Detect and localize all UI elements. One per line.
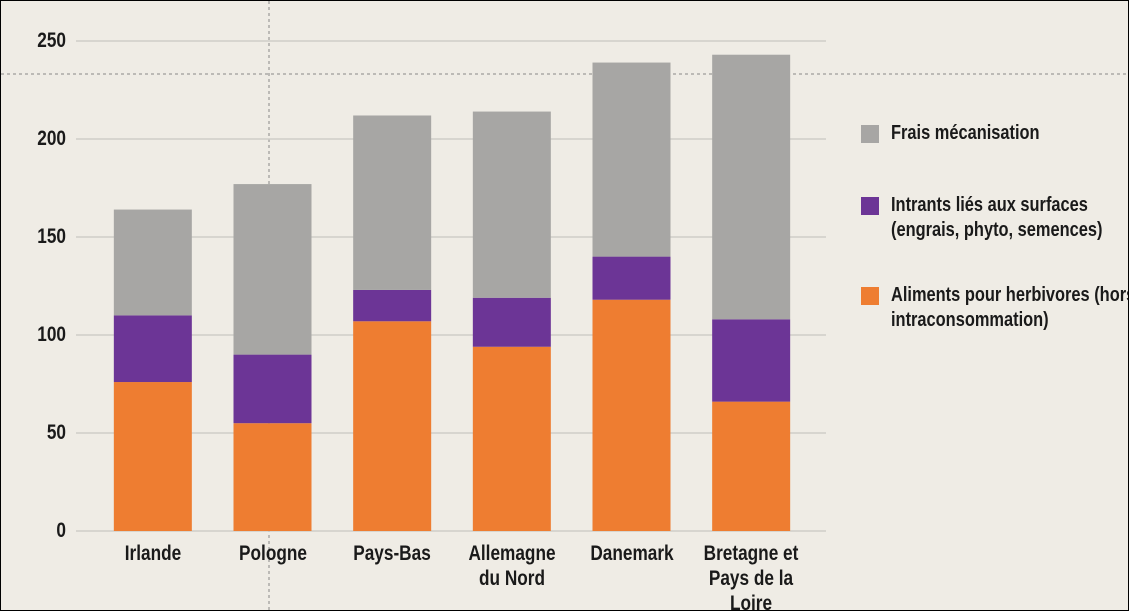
legend-item: Intrants liés aux surfaces (engrais, phy… bbox=[861, 193, 1128, 243]
bar-segment bbox=[592, 62, 671, 257]
bar-segment bbox=[592, 299, 671, 531]
y-tick-label: 150 bbox=[37, 225, 66, 248]
x-tick-label: Pologne bbox=[238, 542, 307, 565]
bar-segment bbox=[472, 346, 551, 531]
bar-segment bbox=[113, 382, 192, 531]
x-tick-label: Pays-Bas bbox=[353, 542, 431, 565]
y-tick-label: 250 bbox=[37, 29, 66, 52]
bar-segment bbox=[233, 423, 312, 531]
legend-label: Intrants liés aux surfaces (engrais, phy… bbox=[891, 194, 1103, 241]
bar-segment bbox=[233, 354, 312, 424]
bar-segment bbox=[712, 401, 791, 531]
y-tick-label: 0 bbox=[56, 519, 66, 542]
x-tick-label: Bretagne et Pays de la Loire bbox=[703, 542, 799, 611]
legend-label: Aliments pour herbivores (hors intracons… bbox=[891, 284, 1129, 331]
bar-segment bbox=[353, 321, 432, 531]
bar-segment bbox=[712, 319, 791, 402]
x-tick-label: Danemark bbox=[589, 542, 674, 565]
y-tick-label: 200 bbox=[37, 127, 66, 150]
legend-swatch bbox=[861, 197, 879, 215]
bar-segment bbox=[113, 315, 192, 383]
bar-segment bbox=[472, 297, 551, 347]
bar-segment bbox=[353, 289, 432, 322]
y-tick-label: 100 bbox=[37, 323, 66, 346]
legend-swatch bbox=[861, 125, 879, 143]
bar-segment bbox=[113, 209, 192, 316]
bar-segment bbox=[233, 184, 312, 355]
legend-swatch bbox=[861, 287, 879, 305]
legend-item: Aliments pour herbivores (hors intracons… bbox=[861, 283, 1129, 333]
bar-segment bbox=[712, 54, 791, 320]
legend-item: Frais mécanisation bbox=[861, 121, 1128, 146]
legend-label: Frais mécanisation bbox=[891, 122, 1040, 144]
bar-segment bbox=[592, 256, 671, 300]
y-tick-label: 50 bbox=[46, 421, 66, 444]
bar-segment bbox=[472, 111, 551, 298]
x-tick-label: Allemagne du Nord bbox=[468, 542, 556, 590]
bar-segment bbox=[353, 115, 432, 290]
x-tick-label: Irlande bbox=[124, 542, 182, 565]
